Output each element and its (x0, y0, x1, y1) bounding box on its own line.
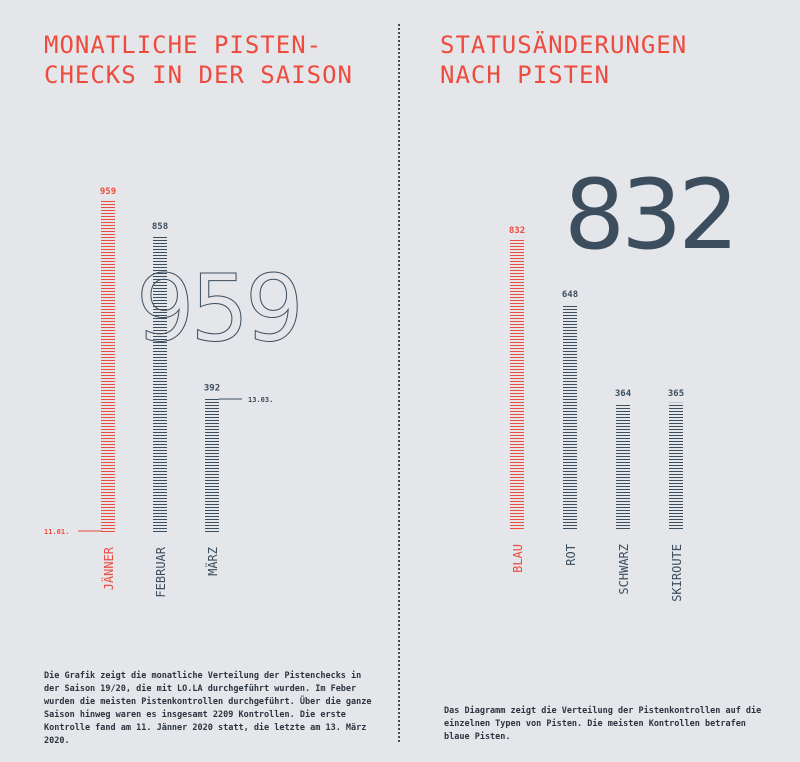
bar-schwarz (616, 403, 630, 530)
right-bars: 832 BLAU 648 ROT 364 SCHWARZ 365 SKIROUTE (509, 226, 684, 602)
category-label-märz: MÄRZ (205, 547, 220, 576)
category-label-blau: BLAU (511, 544, 525, 573)
bar-jänner (101, 201, 115, 533)
right-chart-title: STATUSÄNDERUNGEN NACH PISTEN (440, 31, 688, 89)
start-date-label: 11.01. (44, 528, 69, 536)
value-label-märz: 392 (204, 383, 220, 393)
right-big-number: 832 (564, 159, 735, 271)
left-description: Die Grafik zeigt die monatliche Verteilu… (44, 671, 372, 746)
category-label-skiroute: SKIROUTE (670, 544, 684, 602)
value-label-skiroute: 365 (668, 389, 684, 399)
value-label-jänner: 959 (100, 187, 116, 197)
category-label-jänner: JÄNNER (101, 546, 116, 590)
value-label-schwarz: 364 (615, 389, 632, 399)
bar-märz (205, 397, 219, 533)
end-date-label: 13.03. (248, 396, 273, 404)
bar-rot (563, 304, 577, 530)
bar-skiroute (669, 402, 683, 530)
dotted-divider (398, 24, 400, 742)
value-label-blau: 832 (509, 226, 525, 236)
left-chart-title: MONATLICHE PISTEN- CHECKS IN DER SAISON (44, 31, 353, 89)
value-label-rot: 648 (562, 290, 578, 300)
bar-februar (153, 235, 167, 534)
value-label-februar: 858 (152, 222, 168, 232)
bar-blau (510, 240, 524, 530)
right-description: Das Diagramm zeigt die Verteilung der Pi… (444, 706, 762, 742)
category-label-rot: ROT (564, 544, 578, 566)
category-label-februar: FEBRUAR (154, 546, 168, 597)
category-label-schwarz: SCHWARZ (617, 544, 631, 595)
left-bars: 959 JÄNNER 858 FEBRUAR 392 MÄRZ (100, 187, 220, 598)
